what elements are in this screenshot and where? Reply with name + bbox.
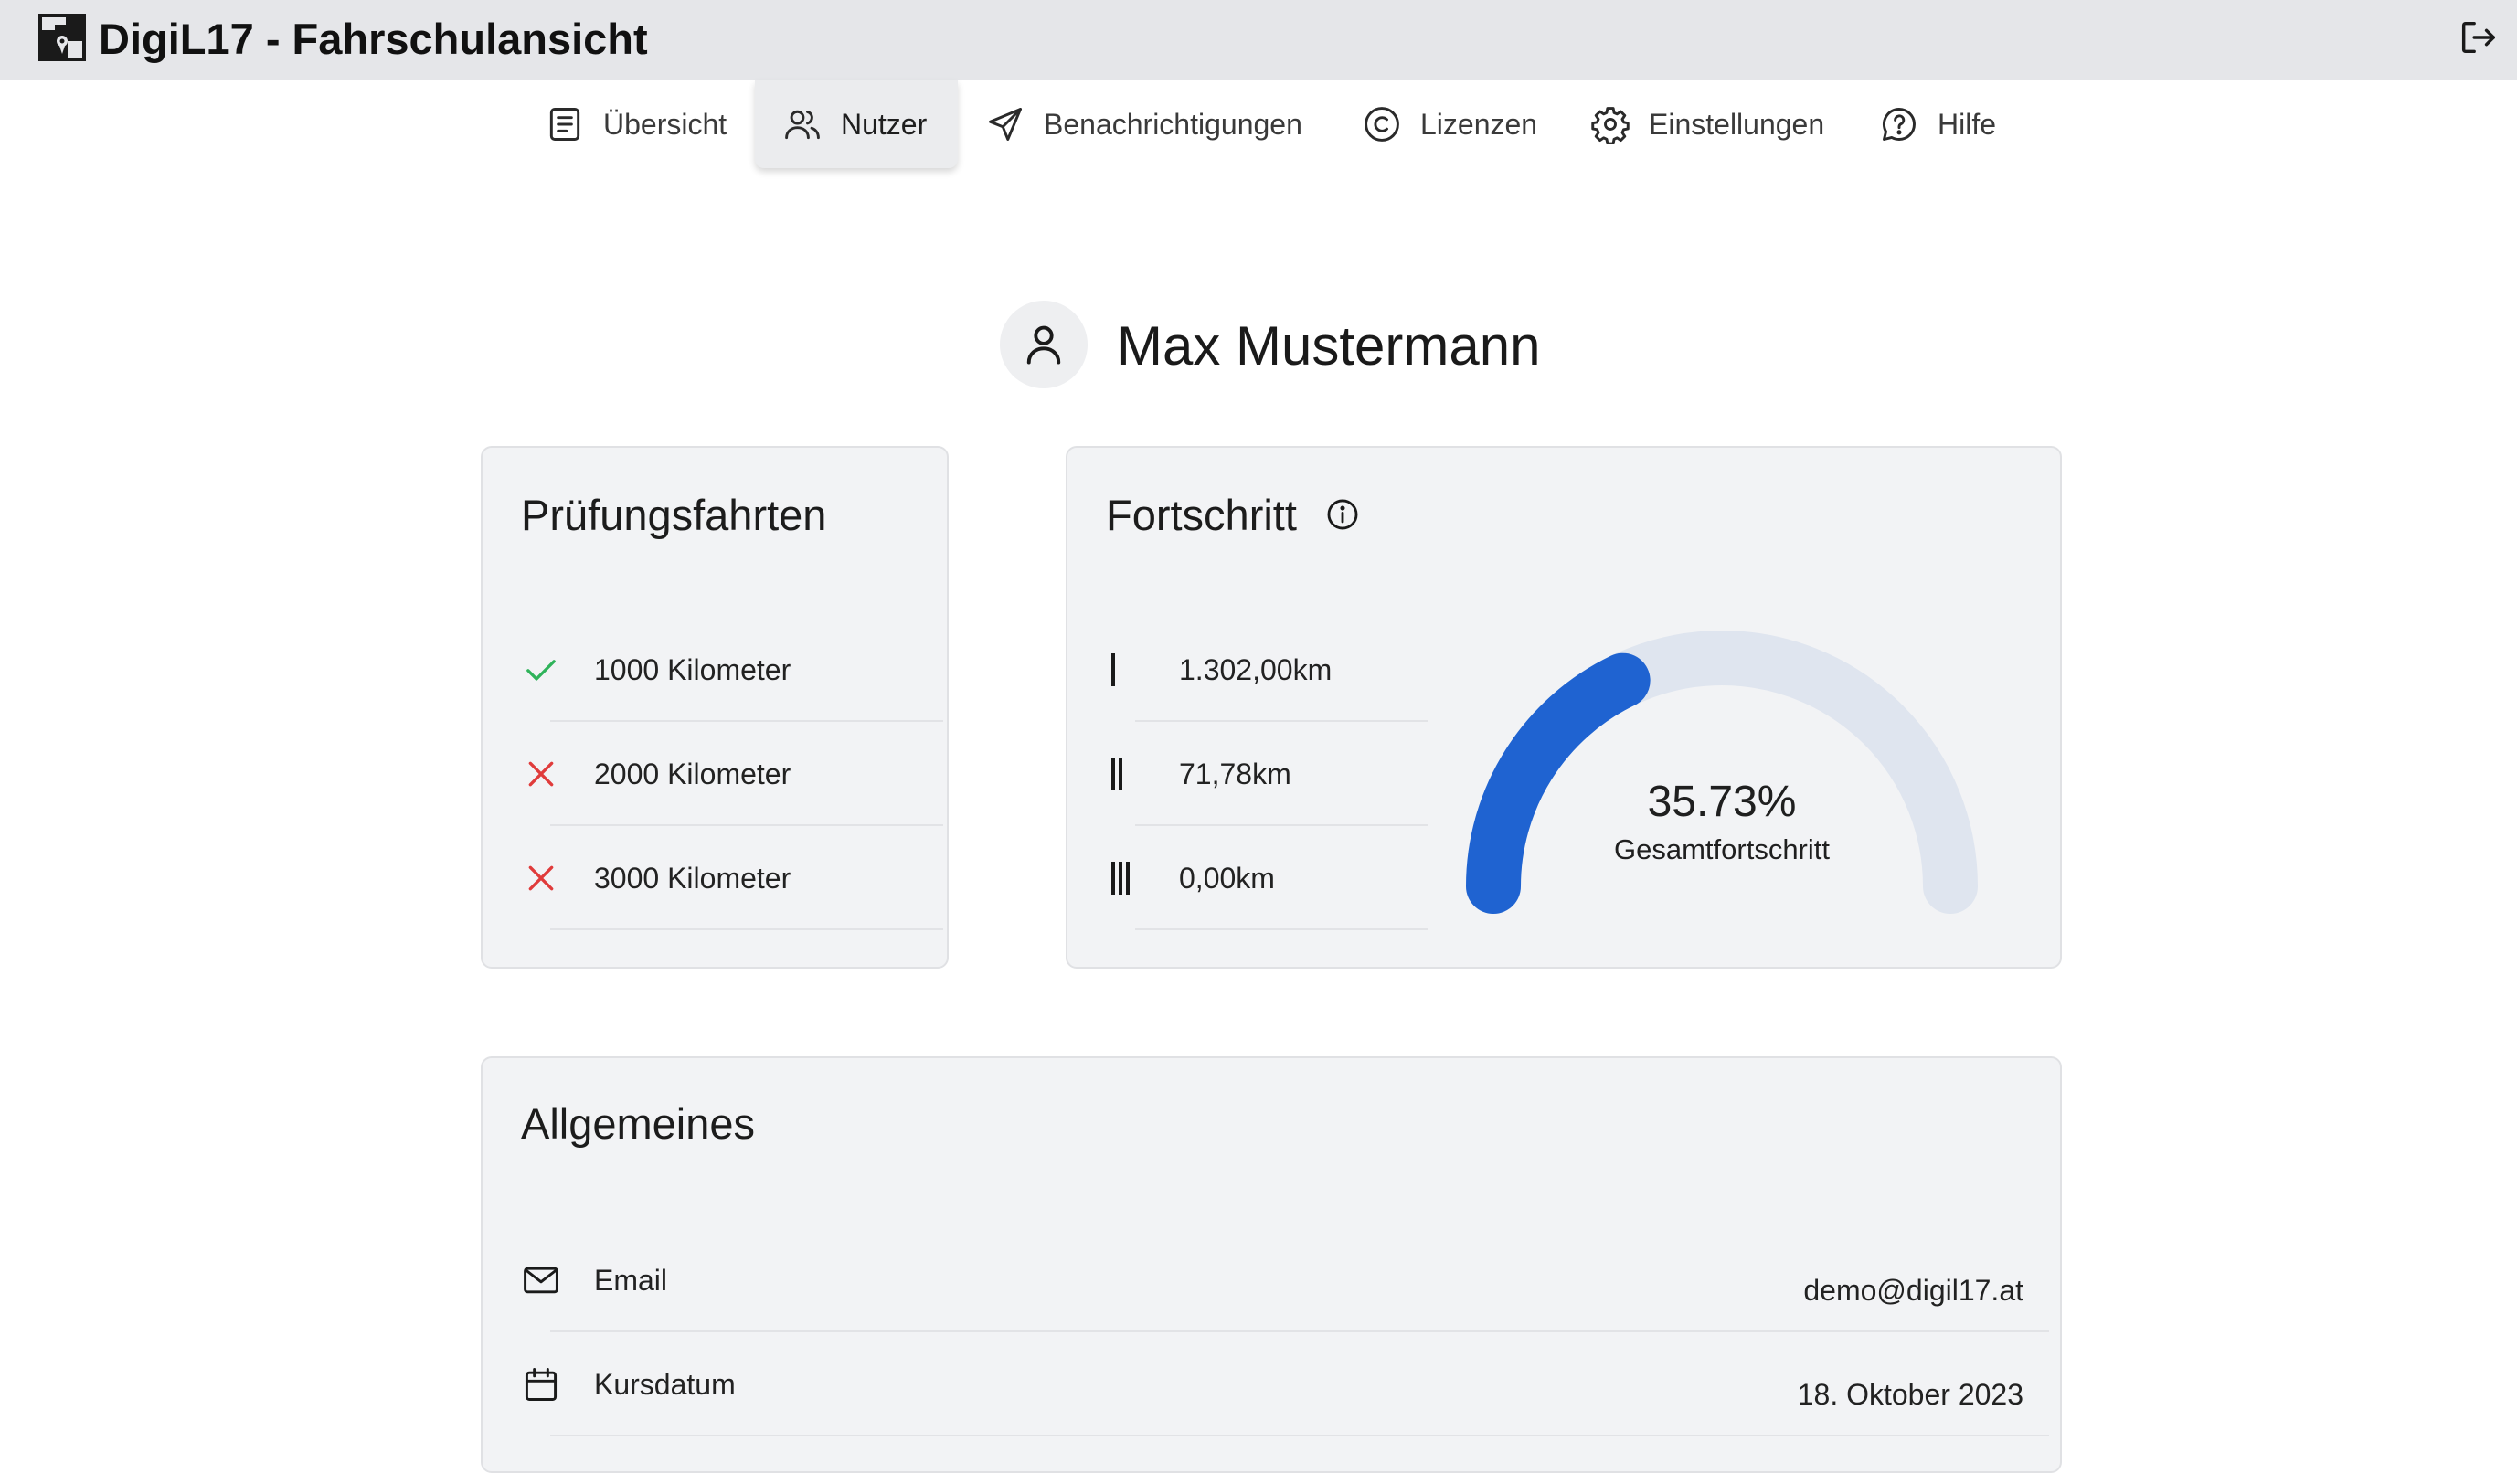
stage-label: 0,00km: [1179, 861, 1275, 895]
tab-nutzer[interactable]: Nutzer: [755, 80, 958, 168]
divider: [550, 1435, 2049, 1436]
list-item-label: 1000 Kilometer: [594, 652, 791, 686]
allgemeines-card: Allgemeines Email demo@digil17.at Kursda…: [481, 1056, 2062, 1473]
card-title: Prüfungsfahrten: [521, 491, 827, 539]
divider: [550, 720, 943, 722]
calendar-icon: [521, 1364, 561, 1404]
list-item: 1.302,00km: [1106, 618, 1426, 722]
list-item: 3000 Kilometer: [521, 826, 927, 930]
cross-icon: [521, 858, 561, 898]
tab-label: Einstellungen: [1649, 107, 1825, 141]
user-name: Max Mustermann: [1117, 315, 1541, 376]
mail-icon: [521, 1260, 561, 1300]
digil17-logo-icon: [38, 14, 86, 61]
list-item-label: 2000 Kilometer: [594, 757, 791, 790]
list-item: 0,00km: [1106, 826, 1426, 930]
divider: [1135, 824, 1428, 826]
divider: [550, 1330, 2049, 1332]
help-chat-icon: [1879, 104, 1919, 144]
stage-1-icon: [1106, 650, 1146, 690]
info-row-email: Email: [521, 1228, 2020, 1332]
gauge-value: 35.73%: [1647, 778, 1797, 826]
tab-benachrichtigungen[interactable]: Benachrichtigungen: [985, 80, 1302, 168]
divider: [550, 928, 943, 930]
gauge-label: Gesamtfortschritt: [1614, 833, 1830, 865]
stage-label: 1.302,00km: [1179, 652, 1333, 686]
gauge-fill: [1466, 652, 1651, 914]
card-title: Fortschritt: [1106, 491, 1297, 539]
info-row-label: Kursdatum: [594, 1367, 736, 1401]
tab-hilfe[interactable]: Hilfe: [1879, 80, 1996, 168]
info-row-kursdatum: Kursdatum: [521, 1332, 2020, 1436]
users-icon: [782, 104, 823, 144]
progress-gauge: [1448, 621, 1996, 914]
stage-label: 71,78km: [1179, 757, 1291, 790]
tab-label: Übersicht: [603, 107, 727, 141]
list-item-label: 3000 Kilometer: [594, 861, 791, 895]
list-item: 2000 Kilometer: [521, 722, 927, 826]
logout-icon[interactable]: [2457, 16, 2499, 58]
stage-3-icon: [1106, 858, 1146, 898]
tab-uebersicht[interactable]: Übersicht: [545, 80, 727, 168]
document-icon: [545, 104, 585, 144]
gear-icon: [1590, 104, 1630, 144]
stage-2-icon: [1106, 754, 1146, 794]
main-nav: Übersicht Nutzer Benachrichtigungen: [0, 80, 2517, 168]
list-item: 71,78km: [1106, 722, 1426, 826]
tab-label: Lizenzen: [1420, 107, 1538, 141]
copyright-icon: [1362, 104, 1402, 144]
app-header: DigiL17 - Fahrschulansicht: [0, 0, 2517, 80]
app-title: DigiL17 - Fahrschulansicht: [99, 15, 648, 63]
tab-lizenzen[interactable]: Lizenzen: [1362, 80, 1537, 168]
kursdatum-value: 18. Oktober 2023: [1797, 1378, 2023, 1411]
card-title: Allgemeines: [521, 1099, 756, 1148]
check-icon: [521, 650, 561, 690]
email-value: demo@digil17.at: [1803, 1274, 2023, 1307]
info-row-label: Email: [594, 1263, 668, 1297]
send-icon: [985, 104, 1025, 144]
divider: [550, 824, 943, 826]
divider: [1135, 928, 1428, 930]
list-item: 1000 Kilometer: [521, 618, 927, 722]
avatar: [1000, 301, 1088, 388]
user-icon: [1020, 321, 1067, 368]
cross-icon: [521, 754, 561, 794]
tab-einstellungen[interactable]: Einstellungen: [1590, 80, 1824, 168]
tab-label: Hilfe: [1938, 107, 1997, 141]
tab-label: Benachrichtigungen: [1044, 107, 1302, 141]
pruefungsfahrten-card: Prüfungsfahrten 1000 Kilometer 2000 Kilo…: [481, 446, 949, 969]
tab-label: Nutzer: [841, 107, 928, 141]
info-icon[interactable]: [1325, 497, 1360, 532]
divider: [1135, 720, 1428, 722]
fortschritt-card: Fortschritt 1.302,00km 71,78km 0,00km: [1066, 446, 2062, 969]
